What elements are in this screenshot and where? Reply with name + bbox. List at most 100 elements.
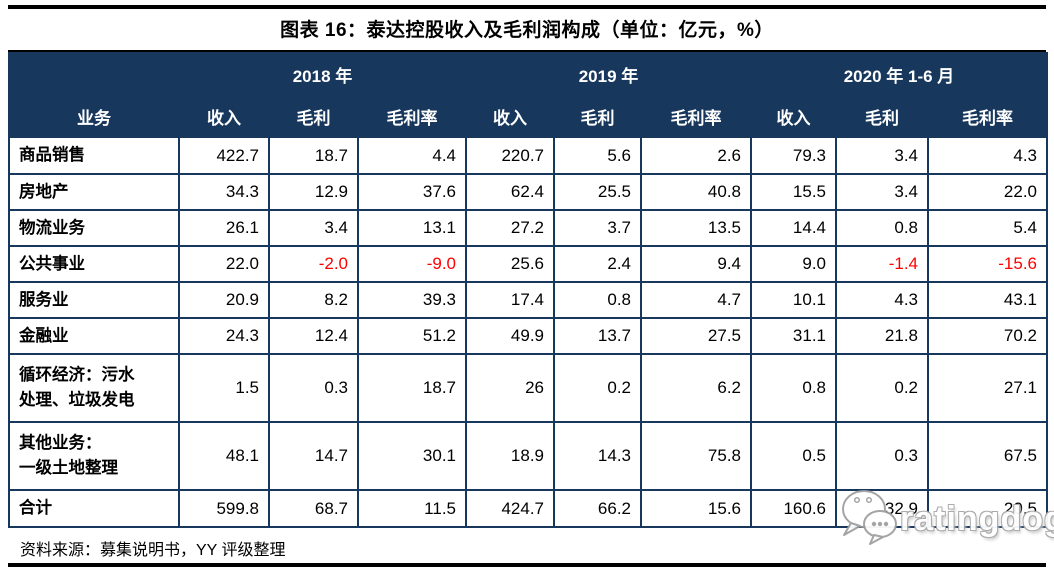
value-cell: 49.9	[465, 317, 555, 355]
value-cell: -9.0	[357, 245, 467, 283]
row-label-cell: 公共事业	[8, 245, 180, 283]
value-cell: 17.4	[465, 281, 555, 319]
value-cell: 31.1	[750, 317, 837, 355]
value-cell: 4.4	[357, 136, 467, 175]
value-cell: 22.0	[178, 245, 270, 283]
value-cell: 10.1	[750, 281, 837, 319]
metric-header-cell: 毛利	[553, 95, 642, 138]
value-cell: 39.3	[357, 281, 467, 319]
table-container: 2018 年 2019 年 2020 年 1-6 月 业务 收入 毛利 毛利率 …	[8, 50, 1049, 528]
value-cell: 18.9	[465, 421, 555, 491]
value-cell: 4.3	[835, 281, 929, 319]
value-cell: 424.7	[465, 489, 555, 528]
value-cell: 27.1	[926, 353, 1049, 423]
value-cell: 5.4	[926, 209, 1049, 247]
value-cell: 14.3	[553, 421, 642, 491]
metric-header-cell: 毛利率	[926, 95, 1049, 138]
value-cell: 15.6	[640, 489, 752, 528]
value-cell: -2.0	[268, 245, 359, 283]
value-cell: 51.2	[357, 317, 467, 355]
value-cell: 0.8	[553, 281, 642, 319]
table-row: 金融业 24.3 12.4 51.2 49.9 13.7 27.5 31.1 2…	[8, 317, 1049, 355]
value-cell: 27.5	[640, 317, 752, 355]
value-cell: 13.5	[640, 209, 752, 247]
value-cell: 3.4	[268, 209, 359, 247]
value-cell: 12.4	[268, 317, 359, 355]
value-cell: 0.2	[553, 353, 642, 423]
value-cell: 13.7	[553, 317, 642, 355]
value-cell: 599.8	[178, 489, 270, 528]
data-source-note: 资料来源：募集说明书，YY 评级整理	[20, 542, 286, 559]
value-cell: 13.1	[357, 209, 467, 247]
revenue-gross-profit-table: 2018 年 2019 年 2020 年 1-6 月 业务 收入 毛利 毛利率 …	[8, 52, 1049, 528]
table-total-row: 合计 599.8 68.7 11.5 424.7 66.2 15.6 160.6…	[8, 489, 1049, 528]
metric-header-cell: 毛利率	[357, 95, 467, 138]
value-cell: 68.7	[268, 489, 359, 528]
row-label-cell: 循环经济：污水 处理、垃圾发电	[8, 353, 180, 423]
value-cell: 8.2	[268, 281, 359, 319]
value-cell: 43.1	[926, 281, 1049, 319]
bottom-divider	[8, 563, 1046, 567]
corner-cell	[8, 52, 180, 97]
row-label-cell: 物流业务	[8, 209, 180, 247]
value-cell: 20.9	[178, 281, 270, 319]
value-cell: 220.7	[465, 136, 555, 175]
value-cell: 26	[465, 353, 555, 423]
value-cell: 2.4	[553, 245, 642, 283]
value-cell: 9.4	[640, 245, 752, 283]
value-cell: 30.1	[357, 421, 467, 491]
value-cell: 6.2	[640, 353, 752, 423]
value-cell: -1.4	[835, 245, 929, 283]
value-cell: 0.5	[750, 421, 837, 491]
value-cell: 26.1	[178, 209, 270, 247]
row-label-cell: 服务业	[8, 281, 180, 319]
value-cell: 40.8	[640, 173, 752, 211]
year-header-2020: 2020 年 1-6 月	[749, 52, 1049, 97]
figure-title: 图表 16：泰达控股收入及毛利润构成（单位：亿元，%）	[280, 20, 774, 41]
value-cell: 3.4	[835, 173, 929, 211]
value-cell: 62.4	[465, 173, 555, 211]
value-cell: 79.3	[750, 136, 837, 175]
value-cell: 0.8	[835, 209, 929, 247]
value-cell: 66.2	[553, 489, 642, 528]
value-cell: 22.0	[926, 173, 1049, 211]
table-row: 公共事业 22.0 -2.0 -9.0 25.6 2.4 9.4 9.0 -1.…	[8, 245, 1049, 283]
value-cell: 67.5	[926, 421, 1049, 491]
value-cell: 48.1	[178, 421, 270, 491]
value-cell: 14.4	[750, 209, 837, 247]
metric-header-cell: 毛利	[268, 95, 359, 138]
value-cell: 0.3	[268, 353, 359, 423]
value-cell: 25.6	[465, 245, 555, 283]
table-row: 物流业务 26.1 3.4 13.1 27.2 3.7 13.5 14.4 0.…	[8, 209, 1049, 247]
value-cell: 0.2	[835, 353, 929, 423]
table-row: 其他业务： 一级土地整理 48.1 14.7 30.1 18.9 14.3 75…	[8, 421, 1049, 491]
table-row: 服务业 20.9 8.2 39.3 17.4 0.8 4.7 10.1 4.3 …	[8, 281, 1049, 319]
value-cell: 9.0	[750, 245, 837, 283]
row-label-cell: 其他业务： 一级土地整理	[8, 421, 180, 491]
value-cell: 20.5	[926, 489, 1049, 528]
value-cell: 5.6	[553, 136, 642, 175]
value-cell: 15.5	[750, 173, 837, 211]
value-cell: 0.8	[750, 353, 837, 423]
year-header-2018: 2018 年	[178, 52, 467, 97]
value-cell: 75.8	[640, 421, 752, 491]
value-cell: 27.2	[465, 209, 555, 247]
value-cell: 160.6	[750, 489, 837, 528]
value-cell: 3.4	[835, 136, 929, 175]
value-cell: 18.7	[357, 353, 467, 423]
value-cell: 1.5	[178, 353, 270, 423]
top-divider	[8, 5, 1046, 9]
metric-header-cell: 毛利	[835, 95, 929, 138]
value-cell: 4.3	[926, 136, 1049, 175]
metric-header-cell: 毛利率	[640, 95, 752, 138]
value-cell: 3.7	[553, 209, 642, 247]
value-cell: 24.3	[178, 317, 270, 355]
value-cell: 37.6	[357, 173, 467, 211]
row-label-cell: 合计	[8, 489, 180, 528]
row-label-cell: 金融业	[8, 317, 180, 355]
value-cell: 12.9	[268, 173, 359, 211]
row-label-cell: 房地产	[8, 173, 180, 211]
business-header-cell: 业务	[8, 95, 180, 138]
metric-header-row: 业务 收入 毛利 毛利率 收入 毛利 毛利率 收入 毛利 毛利率	[8, 95, 1049, 138]
